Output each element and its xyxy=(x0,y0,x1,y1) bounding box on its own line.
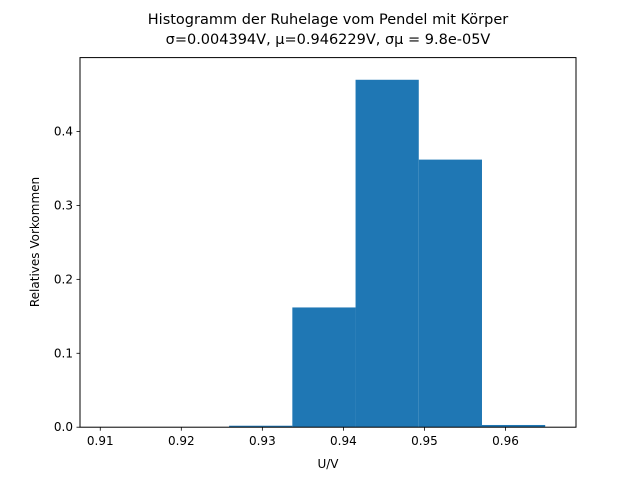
x-tick-label: 0.93 xyxy=(249,434,276,448)
chart-title: Histogramm der Ruhelage vom Pendel mit K… xyxy=(148,12,508,28)
y-tick-label: 0.3 xyxy=(54,198,73,212)
histogram-bar-3 xyxy=(292,307,356,428)
x-axis-ticks: 0.91 0.92 0.93 0.94 0.95 0.96 xyxy=(87,427,519,448)
plot-frame xyxy=(79,57,577,428)
y-axis-ticks: 0.0 0.1 0.2 0.3 0.4 xyxy=(54,125,80,434)
histogram-bar-4 xyxy=(355,79,419,428)
x-axis-label: U/V xyxy=(317,457,339,471)
histogram-bar-5 xyxy=(418,159,482,428)
y-axis-label: Relatives Vorkommen xyxy=(28,177,42,307)
y-tick-label: 0.0 xyxy=(54,420,73,434)
chart-subtitle: σ=0.004394V, μ=0.946229V, σμ = 9.8e-05V xyxy=(166,32,491,48)
y-tick-label: 0.4 xyxy=(54,125,73,139)
histogram-bar-2 xyxy=(229,425,293,428)
y-tick-label: 0.2 xyxy=(54,272,73,286)
histogram-bar-6 xyxy=(481,424,546,428)
x-tick-label: 0.92 xyxy=(168,434,195,448)
histogram-bars xyxy=(229,79,546,428)
x-tick-label: 0.95 xyxy=(411,434,438,448)
x-tick-label: 0.94 xyxy=(330,434,357,448)
x-tick-label: 0.96 xyxy=(492,434,519,448)
x-tick-label: 0.91 xyxy=(87,434,114,448)
y-tick-label: 0.1 xyxy=(54,346,73,360)
